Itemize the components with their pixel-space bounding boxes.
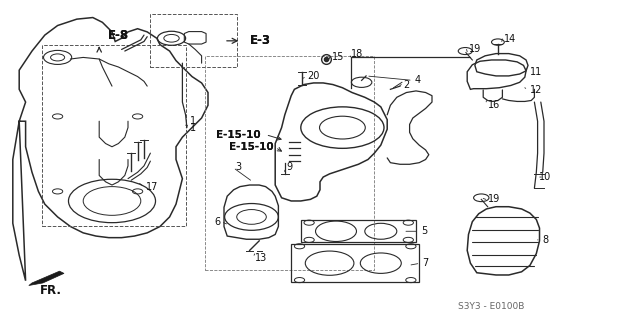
Text: 12: 12	[530, 85, 542, 95]
Text: 4: 4	[415, 75, 421, 85]
Text: 7: 7	[422, 258, 429, 268]
Text: 2: 2	[403, 79, 410, 90]
Text: 14: 14	[504, 34, 516, 44]
Bar	[205, 56, 374, 270]
Text: 5: 5	[421, 226, 428, 236]
Text: 9: 9	[287, 162, 293, 173]
Text: 19: 19	[468, 44, 481, 55]
Text: 13: 13	[255, 253, 267, 263]
Text: E-15-10: E-15-10	[229, 142, 274, 152]
Text: 20: 20	[307, 71, 319, 81]
Text: E-3: E-3	[250, 34, 271, 47]
Polygon shape	[29, 271, 64, 286]
Text: E-8: E-8	[108, 29, 129, 42]
Text: 18: 18	[351, 48, 363, 59]
Text: 11: 11	[530, 67, 542, 77]
Text: 17: 17	[146, 182, 158, 192]
Text: E-15-10: E-15-10	[216, 130, 261, 140]
Text: 10: 10	[539, 172, 551, 182]
Bar	[42, 45, 186, 226]
Text: E-15-10: E-15-10	[229, 142, 274, 152]
Text: 8: 8	[543, 235, 549, 245]
Text: FR.: FR.	[40, 285, 61, 297]
Text: E-8: E-8	[108, 29, 129, 42]
Text: S3Y3 - E0100B: S3Y3 - E0100B	[458, 302, 524, 311]
Text: E-3: E-3	[250, 34, 271, 47]
Text: 19: 19	[488, 194, 500, 204]
Bar	[150, 14, 237, 67]
Text: 3: 3	[235, 162, 241, 173]
Text: 1: 1	[190, 122, 196, 133]
Text: 1: 1	[190, 116, 196, 126]
Text: 16: 16	[488, 100, 500, 110]
Text: E-15-10: E-15-10	[216, 130, 261, 140]
Text: 6: 6	[214, 217, 221, 227]
Text: 15: 15	[332, 52, 344, 62]
